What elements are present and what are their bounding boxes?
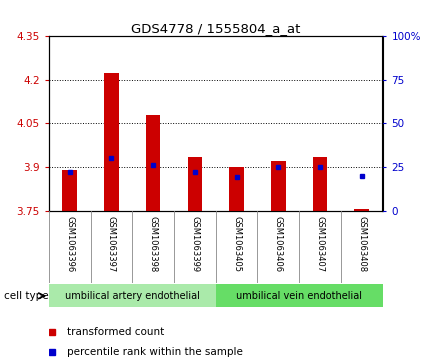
Text: GSM1063396: GSM1063396 [65,216,74,273]
Text: cell type: cell type [4,291,49,301]
Text: GSM1063405: GSM1063405 [232,216,241,272]
FancyBboxPatch shape [216,285,382,307]
Bar [62,170,77,211]
FancyBboxPatch shape [49,285,216,307]
Text: GSM1063398: GSM1063398 [149,216,158,273]
Bar [146,115,160,211]
Title: GDS4778 / 1555804_a_at: GDS4778 / 1555804_a_at [131,22,300,35]
Text: GSM1063397: GSM1063397 [107,216,116,273]
Text: GSM1063406: GSM1063406 [274,216,283,273]
Bar [354,209,369,211]
Bar [271,161,286,211]
Text: umbilical vein endothelial: umbilical vein endothelial [236,291,362,301]
Text: GSM1063407: GSM1063407 [315,216,324,273]
Text: GSM1063408: GSM1063408 [357,216,366,273]
Bar [187,157,202,211]
Text: transformed count: transformed count [67,327,164,337]
Text: GSM1063399: GSM1063399 [190,216,199,273]
Text: umbilical artery endothelial: umbilical artery endothelial [65,291,200,301]
Bar [104,73,119,211]
Text: percentile rank within the sample: percentile rank within the sample [67,347,243,357]
Bar [229,167,244,211]
Bar [313,157,327,211]
